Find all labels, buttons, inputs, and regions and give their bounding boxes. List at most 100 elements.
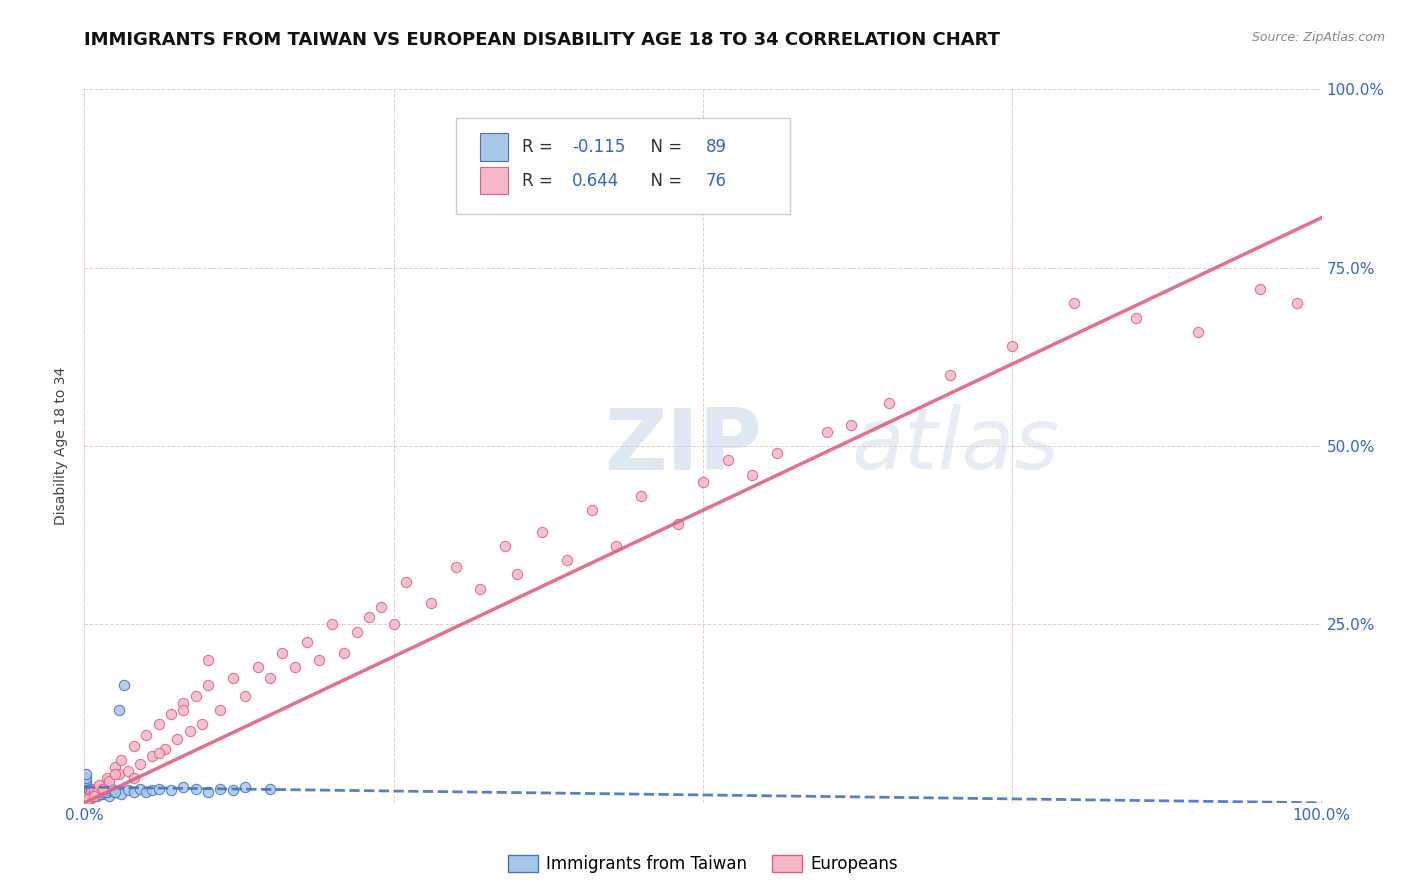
Point — [172, 703, 194, 717]
Point — [382, 617, 405, 632]
Point — [117, 764, 139, 778]
Point — [98, 774, 121, 789]
Point — [184, 781, 207, 796]
Point — [83, 787, 105, 801]
Point — [939, 368, 962, 382]
Point — [148, 781, 170, 796]
Point — [75, 785, 97, 799]
Point — [77, 792, 100, 806]
Point — [1001, 339, 1024, 353]
Point — [82, 787, 104, 801]
Point — [86, 785, 108, 799]
Bar — [481, 167, 508, 194]
Point — [209, 781, 232, 796]
Point — [284, 660, 307, 674]
Point — [89, 783, 111, 797]
Text: IMMIGRANTS FROM TAIWAN VS EUROPEAN DISABILITY AGE 18 TO 34 CORRELATION CHART: IMMIGRANTS FROM TAIWAN VS EUROPEAN DISAB… — [84, 31, 1000, 49]
Point — [122, 771, 145, 785]
Point — [91, 787, 114, 801]
Point — [110, 753, 132, 767]
Point — [104, 785, 127, 799]
Point — [76, 790, 98, 805]
Point — [79, 789, 101, 803]
Point — [76, 785, 98, 799]
Point — [96, 785, 118, 799]
Text: ZIP: ZIP — [605, 404, 762, 488]
Point — [75, 791, 97, 805]
Legend: Immigrants from Taiwan, Europeans: Immigrants from Taiwan, Europeans — [501, 848, 905, 880]
Point — [77, 791, 100, 805]
Point — [148, 746, 170, 760]
Point — [77, 791, 100, 805]
Point — [233, 689, 256, 703]
Point — [506, 567, 529, 582]
Text: N =: N = — [640, 138, 688, 156]
Point — [79, 790, 101, 805]
Point — [122, 739, 145, 753]
Point — [91, 785, 114, 799]
Point — [75, 794, 97, 808]
Point — [112, 678, 135, 692]
Point — [259, 781, 281, 796]
Text: N =: N = — [640, 171, 688, 189]
Point — [80, 790, 103, 805]
Point — [271, 646, 294, 660]
Point — [197, 678, 219, 692]
Point — [77, 790, 100, 805]
Point — [77, 793, 100, 807]
Point — [877, 396, 900, 410]
Point — [77, 785, 100, 799]
Point — [141, 749, 163, 764]
Point — [79, 781, 101, 796]
Point — [630, 489, 652, 503]
Point — [75, 792, 97, 806]
Point — [75, 789, 97, 803]
Point — [333, 646, 356, 660]
FancyBboxPatch shape — [456, 118, 790, 214]
Point — [87, 783, 110, 797]
Point — [76, 790, 98, 805]
Point — [75, 778, 97, 792]
Point — [76, 791, 98, 805]
Point — [346, 624, 368, 639]
Point — [75, 771, 97, 785]
Text: Source: ZipAtlas.com: Source: ZipAtlas.com — [1251, 31, 1385, 45]
Point — [129, 756, 152, 771]
Point — [84, 785, 107, 799]
Bar — [481, 134, 508, 161]
Point — [117, 783, 139, 797]
Point — [741, 467, 763, 482]
Text: 76: 76 — [706, 171, 727, 189]
Point — [766, 446, 789, 460]
Point — [1063, 296, 1085, 310]
Point — [79, 789, 101, 803]
Point — [110, 787, 132, 801]
Point — [108, 767, 131, 781]
Point — [96, 771, 118, 785]
Point — [308, 653, 330, 667]
Point — [1187, 325, 1209, 339]
Point — [77, 791, 100, 805]
Point — [148, 717, 170, 731]
Text: 0.644: 0.644 — [572, 171, 619, 189]
Point — [259, 671, 281, 685]
Text: R =: R = — [523, 171, 558, 189]
Point — [77, 792, 100, 806]
Point — [153, 742, 176, 756]
Point — [91, 781, 114, 796]
Point — [75, 794, 97, 808]
Point — [104, 760, 127, 774]
Point — [86, 787, 108, 801]
Point — [75, 774, 97, 789]
Point — [222, 783, 245, 797]
Point — [79, 790, 101, 805]
Point — [76, 783, 98, 797]
Point — [90, 783, 112, 797]
Point — [555, 553, 578, 567]
Point — [93, 781, 115, 796]
Point — [395, 574, 418, 589]
Point — [89, 787, 111, 801]
Point — [321, 617, 343, 632]
Point — [197, 653, 219, 667]
Point — [75, 793, 97, 807]
